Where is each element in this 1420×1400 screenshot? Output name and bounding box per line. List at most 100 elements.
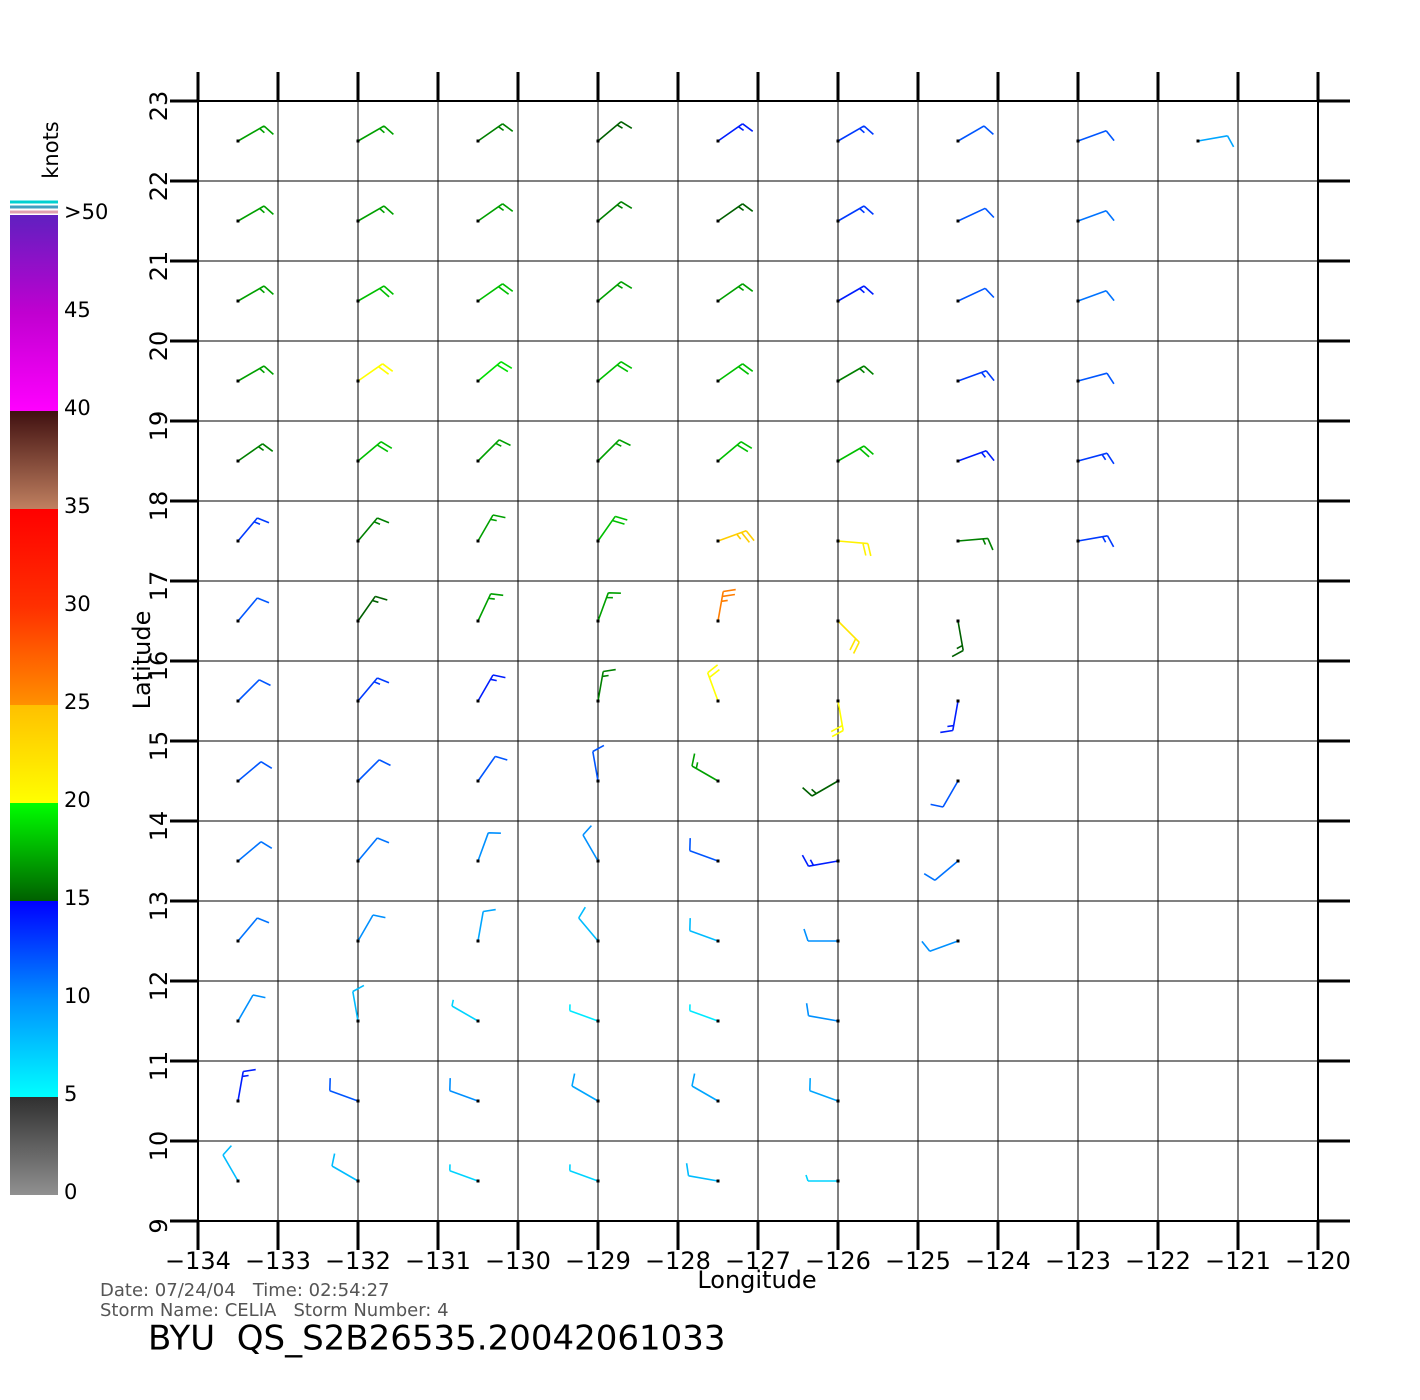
wind-barb <box>329 1078 359 1102</box>
barb-station <box>836 299 840 303</box>
barb-station <box>596 1019 600 1023</box>
wind-barb <box>477 361 513 382</box>
wind-barb <box>802 780 839 797</box>
barb-station <box>596 939 600 943</box>
colorbar-tick-label: 5 <box>64 1082 77 1106</box>
wind-barb <box>957 207 995 222</box>
barb-station <box>956 379 960 383</box>
barb-station <box>476 459 480 463</box>
wind-barb <box>597 515 628 542</box>
wind-barb <box>1197 135 1235 148</box>
barb-station <box>956 619 960 623</box>
y-tick-label: 13 <box>145 891 173 922</box>
wind-barb <box>357 205 394 222</box>
colorbar-tick-label: >50 <box>64 200 108 224</box>
wind-barb <box>923 860 959 881</box>
barb-station <box>236 379 240 383</box>
barb-station <box>1076 219 1080 223</box>
wind-barb <box>951 620 964 658</box>
wind-barb <box>597 592 621 622</box>
barb-station <box>476 219 480 223</box>
y-tick-label: 20 <box>145 331 173 362</box>
barb-station <box>236 459 240 463</box>
y-axis-label: Latitude <box>128 611 156 710</box>
barb-station <box>476 139 480 143</box>
wind-barb <box>237 761 273 782</box>
barb-station <box>596 299 600 303</box>
wind-barb <box>569 1004 599 1022</box>
wind-barb <box>237 443 274 462</box>
wind-barb <box>1077 535 1115 548</box>
wind-barb <box>717 363 754 382</box>
wind-barb <box>357 125 394 142</box>
y-tick-label: 12 <box>145 971 173 1002</box>
barb-station <box>236 619 240 623</box>
wind-barb <box>805 1003 839 1022</box>
wind-barb <box>837 285 874 302</box>
barb-station <box>356 939 360 943</box>
wind-barb <box>830 700 844 738</box>
product-title: BYU QS_S2B26535.20042061033 <box>148 1319 726 1359</box>
wind-barb <box>597 201 633 222</box>
wind-barb <box>706 664 720 702</box>
wind-barb <box>597 668 616 702</box>
wind-barb <box>477 283 514 302</box>
barb-station <box>236 859 240 863</box>
colorbar-tick-label: 0 <box>64 1180 77 1204</box>
x-tick-label: −132 <box>325 1247 391 1275</box>
colorbar-label: knots <box>39 121 63 179</box>
barb-station <box>836 379 840 383</box>
wind-barb <box>689 1004 719 1022</box>
barb-station <box>596 1099 600 1103</box>
wind-barb <box>357 837 390 862</box>
wind-barb <box>477 123 514 142</box>
barb-station <box>716 859 720 863</box>
barb-station <box>836 1019 840 1023</box>
x-tick-label: −123 <box>1045 1247 1111 1275</box>
wind-barb <box>597 361 633 382</box>
barb-station <box>836 859 840 863</box>
barb-station <box>356 619 360 623</box>
barb-station <box>956 139 960 143</box>
x-tick-label: −128 <box>645 1247 711 1275</box>
colorbar-tick-label: 10 <box>64 984 91 1008</box>
barb-station <box>716 539 720 543</box>
barb-station <box>1076 539 1080 543</box>
barb-station <box>236 779 240 783</box>
wind-barb <box>237 841 273 862</box>
barb-station <box>836 619 840 623</box>
wind-barb <box>477 674 506 702</box>
wind-barb <box>357 677 390 702</box>
wind-barb <box>477 908 496 942</box>
barb-station <box>236 939 240 943</box>
barb-station <box>356 379 360 383</box>
barb-station <box>716 1019 720 1023</box>
barb-station <box>956 779 960 783</box>
storm-info: Storm Name: CELIA Storm Number: 4 <box>100 1300 449 1321</box>
barb-station <box>596 139 600 143</box>
barb-station <box>476 699 480 703</box>
wind-barb <box>449 1164 479 1182</box>
y-tick-label: 18 <box>145 491 173 522</box>
wind-barb <box>331 1153 359 1182</box>
barb-station <box>356 699 360 703</box>
wind-barb <box>237 365 274 382</box>
barb-station <box>956 459 960 463</box>
barb-station <box>596 539 600 543</box>
wind-barb <box>477 832 501 862</box>
barb-station <box>236 539 240 543</box>
barb-station <box>716 619 720 623</box>
wind-barb <box>717 529 755 543</box>
barb-station <box>1196 139 1200 143</box>
barb-station <box>956 699 960 703</box>
wind-barb <box>957 287 995 302</box>
wind-barb <box>237 917 270 942</box>
barb-station <box>716 779 720 783</box>
wind-barb <box>357 285 394 302</box>
wind-barb <box>837 205 874 222</box>
wind-barb <box>717 588 736 622</box>
wind-barb <box>837 620 860 654</box>
wind-barb <box>717 283 754 302</box>
barb-station <box>716 939 720 943</box>
barb-station <box>596 219 600 223</box>
